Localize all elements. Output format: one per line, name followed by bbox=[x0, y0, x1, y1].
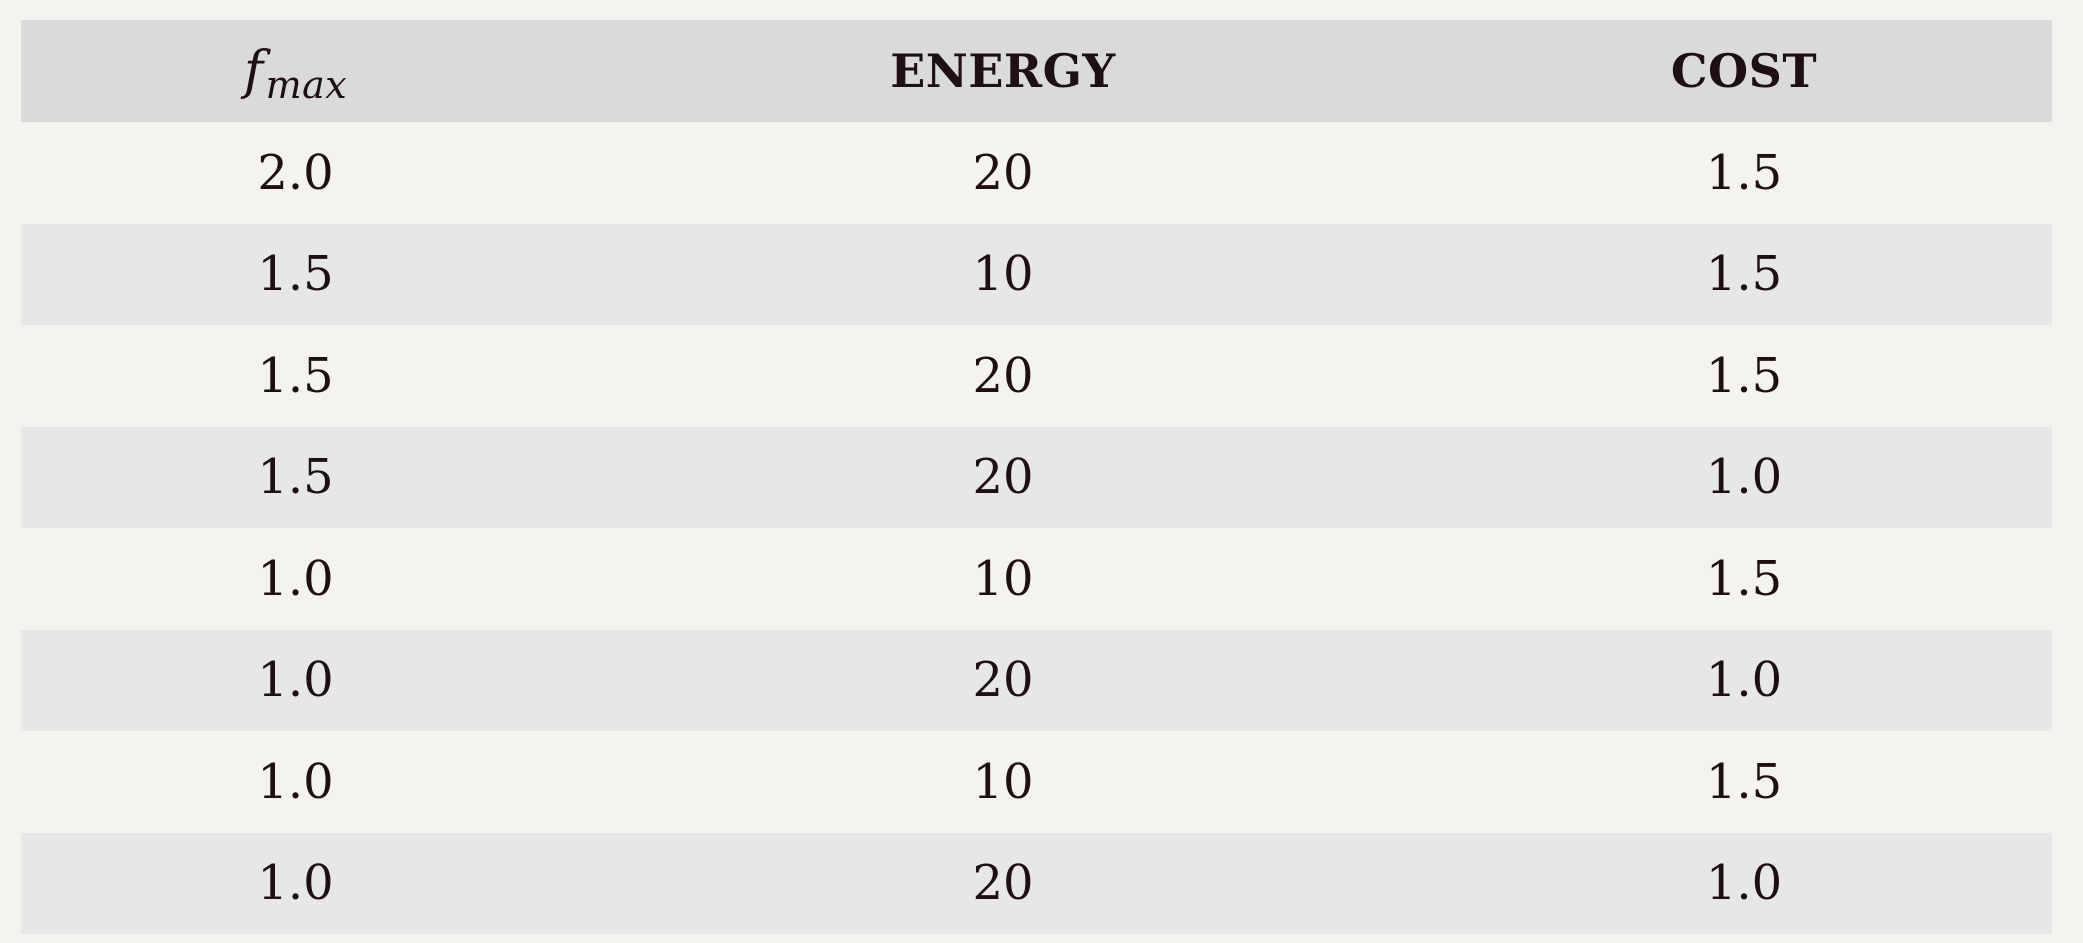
header-energy: ENERGY bbox=[890, 44, 1116, 98]
header-cost: COST bbox=[1670, 44, 1818, 98]
cell-cost: 1.5 bbox=[1705, 550, 1783, 607]
cell-fmax: 1.0 bbox=[257, 753, 334, 810]
cell-energy: 10 bbox=[972, 753, 1034, 810]
table-body: 2.0 20 1.5 1.5 10 1.5 1.5 20 1.5 1.5 20 … bbox=[21, 122, 2052, 934]
header-row: fmax ENERGY COST bbox=[21, 20, 2052, 122]
cell-fmax: 1.0 bbox=[257, 855, 334, 912]
table-row: 1.5 10 1.5 bbox=[21, 223, 2052, 325]
cell-energy: 20 bbox=[972, 855, 1034, 912]
table-row: 1.0 10 1.5 bbox=[21, 731, 2052, 833]
cell-cost: 1.5 bbox=[1705, 144, 1783, 201]
cell-energy: 10 bbox=[972, 246, 1034, 303]
cell-cost: 1.5 bbox=[1705, 246, 1783, 303]
cell-cost: 1.0 bbox=[1705, 449, 1783, 506]
cell-energy: 10 bbox=[972, 550, 1034, 607]
cell-energy: 20 bbox=[972, 347, 1034, 404]
table-row: 1.0 20 1.0 bbox=[21, 629, 2052, 731]
cell-cost: 1.5 bbox=[1705, 347, 1783, 404]
cell-energy: 20 bbox=[972, 652, 1034, 709]
table-row: 1.5 20 1.0 bbox=[21, 426, 2052, 528]
cell-energy: 20 bbox=[972, 449, 1034, 506]
table-header: fmax ENERGY COST bbox=[21, 20, 2052, 122]
cell-fmax: 1.0 bbox=[257, 652, 334, 709]
cell-fmax: 1.5 bbox=[257, 449, 334, 506]
header-fmax: fmax bbox=[21, 20, 570, 122]
cell-fmax: 1.5 bbox=[257, 347, 334, 404]
cell-fmax: 1.0 bbox=[257, 550, 334, 607]
cell-cost: 1.0 bbox=[1705, 855, 1783, 912]
cell-cost: 1.0 bbox=[1705, 652, 1783, 709]
table-row: 1.5 20 1.5 bbox=[21, 325, 2052, 427]
table-row: 1.0 20 1.0 bbox=[21, 832, 2052, 934]
data-table-container: fmax ENERGY COST 2.0 20 1.5 1.5 10 1.5 1… bbox=[21, 20, 2052, 934]
table-row: 1.0 10 1.5 bbox=[21, 528, 2052, 630]
cell-energy: 20 bbox=[972, 144, 1034, 201]
cell-fmax: 2.0 bbox=[257, 144, 334, 201]
cell-cost: 1.5 bbox=[1705, 753, 1783, 810]
data-table: fmax ENERGY COST 2.0 20 1.5 1.5 10 1.5 1… bbox=[21, 20, 2052, 934]
cell-fmax: 1.5 bbox=[257, 246, 334, 303]
table-row: 2.0 20 1.5 bbox=[21, 122, 2052, 224]
header-fmax-subscript: max bbox=[265, 63, 348, 107]
header-fmax-base: f bbox=[243, 41, 264, 101]
